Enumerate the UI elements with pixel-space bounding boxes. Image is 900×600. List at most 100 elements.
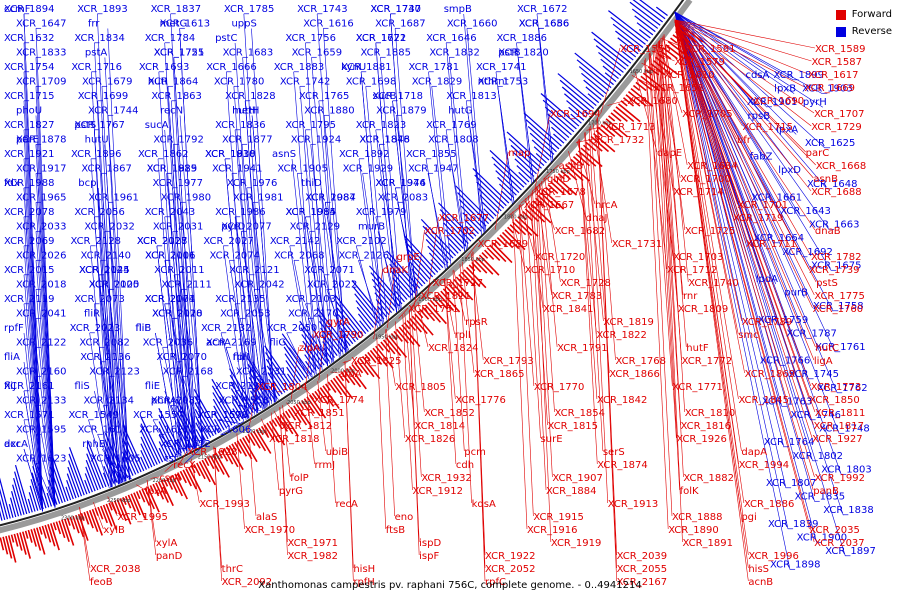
reverse-feature-tick — [355, 300, 377, 326]
reverse-gene-label: XCR_2132 — [201, 323, 252, 334]
reverse-feature-tick — [578, 66, 610, 92]
forward-feature-tick — [645, 69, 653, 76]
reverse-gene-label: fliG — [269, 338, 286, 349]
reverse-connector — [35, 173, 56, 508]
reverse-connector — [220, 421, 244, 435]
reverse-gene-label: XCR_1829 — [412, 77, 463, 88]
forward-connector — [79, 507, 91, 569]
forward-connector — [674, 19, 745, 504]
reverse-gene-label: XCR_1664 — [754, 233, 805, 244]
forward-gene-label: XCR_1710 — [525, 265, 576, 276]
reverse-gene-label: pyrH — [803, 97, 827, 108]
forward-gene-label: rpfC — [485, 577, 506, 588]
forward-gene-label: gyrA — [327, 317, 350, 328]
reverse-feature-tick — [389, 263, 416, 294]
reverse-feature-tick — [29, 485, 39, 511]
forward-connector — [146, 479, 157, 556]
forward-feature-tick — [260, 425, 270, 438]
reverse-gene-label: XCR_2102 — [336, 236, 387, 247]
reverse-feature-tick — [305, 360, 315, 374]
reverse-gene-label: XCR_2016 — [145, 251, 196, 262]
reverse-gene-label: XCR_1606 — [201, 425, 252, 436]
reverse-gene-label: XCR_1660 — [447, 19, 498, 30]
reverse-feature-tick — [374, 292, 393, 314]
reverse-gene-label: XCR_1881 — [341, 62, 392, 73]
forward-gene-label: XCR_1739 — [809, 265, 860, 276]
reverse-feature-tick — [249, 383, 265, 407]
reverse-feature-tick — [393, 284, 408, 300]
forward-feature-tick — [535, 197, 546, 208]
reverse-feature-tick — [229, 374, 254, 413]
reverse-connector — [107, 115, 130, 480]
forward-feature-tick — [655, 56, 679, 76]
forward-feature-tick — [49, 523, 60, 551]
reverse-feature-tick — [457, 192, 490, 225]
forward-gene-label: XCR_1707 — [814, 109, 865, 120]
forward-gene-label: parC — [806, 148, 830, 159]
reverse-feature-tick — [84, 473, 93, 493]
reverse-gene-label: metG — [160, 19, 188, 30]
forward-gene-label: XCR_1818 — [269, 434, 320, 445]
reverse-feature-tick — [409, 261, 428, 282]
forward-gene-label: thrC — [222, 564, 243, 575]
forward-connector — [427, 216, 439, 294]
forward-gene-label: ftsB — [386, 525, 405, 536]
forward-feature-tick — [524, 208, 540, 222]
reverse-connector — [97, 100, 120, 485]
forward-feature-tick — [390, 333, 398, 341]
forward-gene-label: pcm — [464, 447, 486, 458]
reverse-gene-label: XCR_2071 — [304, 265, 355, 276]
forward-feature-tick — [152, 483, 160, 497]
forward-gene-label: XCR_1651 — [654, 83, 705, 94]
forward-feature-tick — [204, 458, 210, 467]
reverse-feature-tick — [266, 365, 286, 393]
reverse-gene-label: frr — [88, 19, 100, 30]
reverse-gene-label: XCR_1855 — [406, 149, 457, 160]
forward-gene-label: cdh — [456, 460, 474, 471]
forward-gene-label: dnaJ — [586, 213, 608, 224]
reverse-gene-label: lpxD — [778, 165, 801, 176]
reverse-gene-label: XCR_1892 — [339, 149, 390, 160]
reverse-feature-tick — [508, 138, 542, 169]
forward-feature-tick — [547, 184, 559, 194]
reverse-connector — [316, 13, 340, 358]
reverse-connector — [323, 115, 347, 353]
reverse-gene-label: XCR_1807 — [766, 478, 817, 489]
forward-feature-tick — [429, 299, 437, 307]
forward-gene-label: XCR_1725 — [685, 226, 736, 237]
forward-feature-tick — [185, 468, 197, 490]
forward-feature-tick — [432, 297, 443, 309]
forward-connector — [674, 19, 745, 374]
forward-feature-tick — [160, 480, 174, 507]
reverse-connector — [225, 347, 250, 419]
forward-feature-tick — [163, 478, 169, 487]
forward-gene-label: XCR_1819 — [603, 317, 654, 328]
reverse-gene-label: XCR_1718 — [373, 91, 424, 102]
forward-connector — [93, 502, 104, 530]
forward-gene-label: hrcA — [595, 200, 618, 211]
reverse-gene-label: XCR_1621 — [139, 425, 190, 436]
forward-connector — [648, 53, 673, 517]
reverse-connector — [674, 11, 766, 81]
forward-gene-label: XCR_1821 — [420, 291, 471, 302]
forward-feature-tick — [590, 135, 610, 153]
reverse-gene-label: lpxA — [776, 124, 798, 135]
forward-feature-tick — [130, 493, 141, 516]
reverse-feature-tick — [48, 479, 58, 505]
reverse-feature-tick — [86, 440, 107, 488]
reverse-connector — [674, 11, 791, 570]
forward-gene-label: XCR_1812 — [282, 421, 333, 432]
reverse-connector — [35, 376, 56, 508]
forward-connector — [164, 463, 174, 472]
forward-feature-tick — [377, 343, 384, 351]
forward-gene-label: XCR_1789 — [742, 317, 793, 328]
forward-connector — [452, 270, 465, 452]
forward-feature-tick — [166, 477, 174, 490]
forward-feature-tick — [499, 234, 514, 249]
reverse-feature-tick — [548, 120, 570, 139]
forward-gene-label: XCR_1913 — [608, 499, 659, 510]
forward-gene-label: XCR_1703 — [673, 252, 724, 263]
reverse-gene-label: XCR_1672 — [517, 4, 568, 15]
reverse-gene-label: XCR_1984 — [285, 207, 336, 218]
scale-tick-label: 2300 kbp — [61, 516, 85, 522]
